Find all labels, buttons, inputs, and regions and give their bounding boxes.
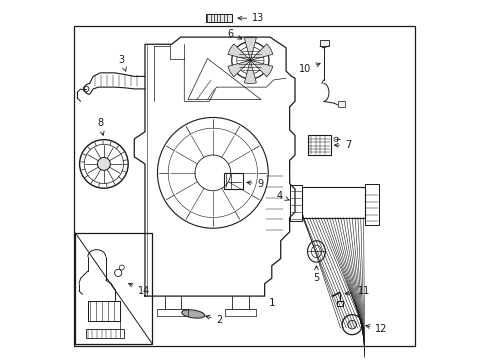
Bar [86,329,123,338]
Wedge shape [245,60,256,84]
Wedge shape [228,44,250,60]
Text: 10: 10 [299,63,320,74]
Bar [308,135,331,155]
Text: 2: 2 [206,315,222,325]
Circle shape [98,157,110,170]
Ellipse shape [182,310,205,318]
Text: 3: 3 [119,55,126,71]
Bar [320,40,329,46]
Bar [290,185,302,221]
Bar [223,173,243,189]
Text: 7: 7 [335,140,351,150]
Text: 9: 9 [247,179,264,189]
Wedge shape [250,44,273,60]
Text: 14: 14 [129,283,150,296]
Wedge shape [250,60,273,77]
Bar [88,301,120,321]
Wedge shape [228,60,250,77]
Text: 6: 6 [228,28,242,39]
Wedge shape [245,37,256,60]
Text: 12: 12 [366,324,388,334]
Text: 4: 4 [276,191,289,201]
Bar [206,14,232,22]
Text: 5: 5 [313,266,319,283]
Bar [74,26,415,346]
Bar [338,102,345,107]
Bar [365,184,379,225]
Text: 8: 8 [97,118,104,135]
Text: 13: 13 [238,13,265,23]
Circle shape [348,320,356,329]
Text: 11: 11 [345,286,370,296]
Bar [75,233,152,343]
Bar [302,187,365,217]
Text: 1: 1 [269,298,275,308]
